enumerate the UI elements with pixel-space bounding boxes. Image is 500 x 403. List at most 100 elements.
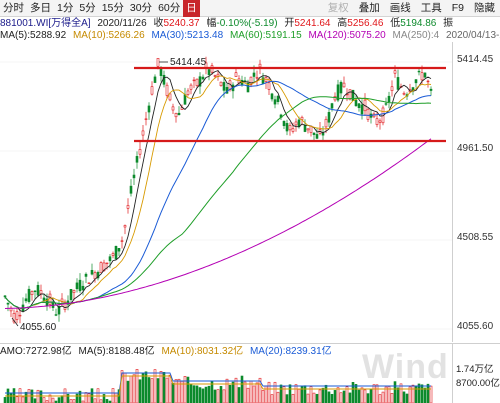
candle-body xyxy=(39,290,43,295)
volume-bar xyxy=(390,393,394,403)
low-annotation: 4055.60 xyxy=(20,322,57,333)
volume-legend: AMO:7272.98亿 MA(5):8188.48亿 MA(10):8031.… xyxy=(0,346,452,358)
hide-button[interactable]: 隐藏 xyxy=(474,1,495,14)
period-tab-60min[interactable]: 60分 xyxy=(158,1,181,14)
candle-body xyxy=(99,262,103,274)
volume-bar xyxy=(156,378,160,403)
candle-body xyxy=(276,95,280,102)
candle-body xyxy=(324,118,328,128)
candle-body xyxy=(108,256,112,262)
quote-header: 881001.WI[万得全A] 2020/11/26 收5240.37 幅-0.… xyxy=(0,17,500,30)
ma30-label: MA(30):5213.48 xyxy=(151,30,224,41)
volume-bar xyxy=(372,384,376,403)
high-value: 5256.46 xyxy=(347,18,384,29)
volume-bar xyxy=(198,387,202,403)
candle-body xyxy=(282,120,286,127)
volume-bar xyxy=(144,371,148,403)
candle-body xyxy=(252,72,256,77)
volume-bar xyxy=(36,389,40,403)
period-tab-15min[interactable]: 15分 xyxy=(101,1,124,14)
period-tab-30min[interactable]: 30分 xyxy=(129,1,153,14)
candle-body xyxy=(384,103,388,105)
candle-body xyxy=(198,76,202,87)
close-value: 5240.37 xyxy=(163,18,200,29)
ma250-label: MA(250):4 xyxy=(392,30,440,41)
period-tab-daily[interactable]: 日 xyxy=(183,0,200,17)
draw-line-button[interactable]: 画线 xyxy=(389,1,411,14)
ma5-line xyxy=(4,70,432,313)
volume-tick-top: 1.74万亿 xyxy=(456,364,494,375)
ma60-label: MA(60):5191.15 xyxy=(229,30,302,41)
volume-bar xyxy=(318,389,322,403)
volume-bar xyxy=(162,371,166,403)
wind-watermark: Wind xyxy=(362,348,449,386)
candlestick-chart[interactable]: 5414.45 4055.60 xyxy=(0,42,452,342)
candle-body xyxy=(312,132,316,135)
volume-bar xyxy=(60,395,64,403)
volume-bar xyxy=(354,384,358,403)
candle-body xyxy=(123,225,127,228)
overlay-button[interactable]: 叠加 xyxy=(358,1,380,14)
volume-bar xyxy=(309,386,313,403)
vol-ma20-label: MA(20):8239.31亿 xyxy=(249,346,332,357)
volume-bar xyxy=(411,384,415,403)
change-label: 幅 xyxy=(206,18,217,29)
period-tab-multiday[interactable]: 多日 xyxy=(30,1,51,14)
chart-grid xyxy=(0,61,452,330)
volume-bar xyxy=(288,384,292,403)
volume-bar xyxy=(399,383,403,403)
volume-bar xyxy=(222,389,226,403)
candle-body xyxy=(165,84,169,96)
volume-bar xyxy=(360,387,364,403)
volume-bar xyxy=(264,385,268,403)
period-tab-1min[interactable]: 1分 xyxy=(57,1,74,14)
price-tick: 4508.55 xyxy=(457,232,494,243)
volume-bar xyxy=(246,387,250,403)
close-label: 收 xyxy=(153,18,164,29)
volume-bar xyxy=(120,370,124,403)
date-range-label: 2020/04/13-2020/11/26(145日) xyxy=(445,30,500,41)
candle-body xyxy=(354,99,358,107)
adjust-button[interactable]: 复权 xyxy=(327,1,349,14)
candle-body xyxy=(273,99,277,105)
candle-body xyxy=(255,76,259,79)
candle-body xyxy=(321,132,325,136)
ma120-label: MA(120):5075.20 xyxy=(308,30,386,41)
volume-bar xyxy=(342,390,346,403)
volume-bar xyxy=(132,374,136,403)
volume-bar xyxy=(210,381,214,403)
volume-bar xyxy=(327,391,331,403)
volume-bar xyxy=(51,397,55,403)
candle-body xyxy=(246,83,250,93)
candle-body xyxy=(147,105,151,113)
volume-bar xyxy=(273,381,277,403)
volume-bar xyxy=(108,400,112,403)
volume-bar xyxy=(171,382,175,403)
ma5-label: MA(5):5288.92 xyxy=(0,30,67,41)
volume-bar xyxy=(213,389,217,403)
period-tab-intraday[interactable]: 分时 xyxy=(3,1,24,14)
tools-button[interactable]: 工具 xyxy=(420,1,442,14)
volume-bar xyxy=(330,393,334,403)
volume-bar xyxy=(81,400,85,403)
candlestick-series xyxy=(3,56,433,324)
volume-bar xyxy=(186,376,190,403)
volume-bar xyxy=(240,375,244,403)
candle-body xyxy=(291,128,295,132)
period-tab-5min[interactable]: 5分 xyxy=(79,1,96,14)
volume-bar xyxy=(291,393,295,403)
candle-body xyxy=(171,106,175,111)
volume-bar xyxy=(270,394,274,403)
volume-bar xyxy=(42,397,46,403)
volume-bar xyxy=(21,396,25,403)
volume-bar xyxy=(303,385,307,403)
volume-bar xyxy=(312,392,316,403)
volume-bar xyxy=(9,392,13,403)
candle-body xyxy=(357,103,361,109)
candle-body xyxy=(174,112,178,118)
f9-button[interactable]: F9 xyxy=(451,1,464,14)
volume-bar xyxy=(366,393,370,403)
volume-bar xyxy=(216,389,220,403)
candle-body xyxy=(114,245,118,260)
candle-body xyxy=(30,291,34,296)
